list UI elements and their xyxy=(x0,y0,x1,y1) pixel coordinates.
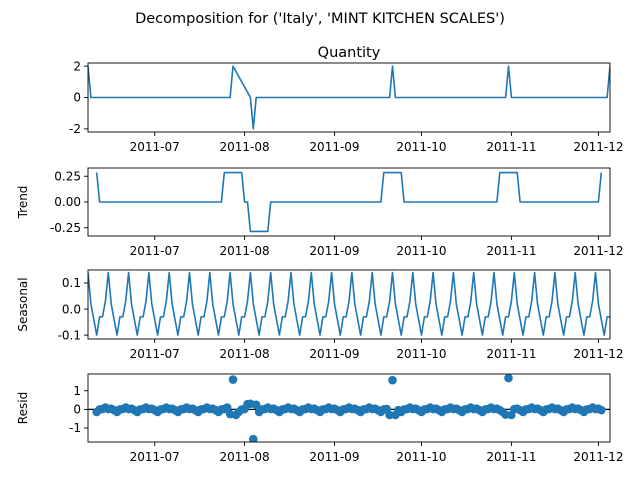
x-tick-label: 2011-08 xyxy=(220,347,270,361)
plot-area xyxy=(95,171,603,233)
panel-2: Trend 0.25 0.00 -0.25 2011-07 2011-08 2011-09 2… xyxy=(16,167,623,258)
panel-4: Resid 1 0 -1 2011-07 2011-08 2011-09 2011-10 201… xyxy=(16,373,623,464)
y-tick-label: -0.25 xyxy=(50,221,81,235)
panel-3: Seasonal 0.1 0.0 -0.1 2011-07 2011-08 2011-09 2… xyxy=(16,269,623,361)
resid-point xyxy=(388,375,397,385)
x-tick-label: 2011-09 xyxy=(309,140,359,154)
y-axis-label: Resid xyxy=(16,392,30,424)
x-tick-label: 2011-10 xyxy=(396,244,446,258)
series-line xyxy=(95,171,603,233)
y-tick-label: -1 xyxy=(69,421,81,435)
y-axis-label: Seasonal xyxy=(16,277,30,331)
y-tick-label: 1 xyxy=(73,384,81,398)
y-tick-label: 0 xyxy=(73,403,81,417)
y-tick-label: -2 xyxy=(69,122,81,136)
y-tick-label: 0.0 xyxy=(62,302,81,316)
x-tick-label: 2011-12 xyxy=(573,450,623,464)
resid-point xyxy=(504,374,513,383)
x-tick-label: 2011-12 xyxy=(573,347,623,361)
y-tick-label: 0.25 xyxy=(54,169,81,183)
x-tick-label: 2011-09 xyxy=(309,450,359,464)
axes-frame xyxy=(87,269,611,340)
x-tick-label: 2011-11 xyxy=(486,140,536,154)
plot-area xyxy=(88,374,610,442)
x-tick-label: 2011-11 xyxy=(486,450,536,464)
x-tick-label: 2011-10 xyxy=(396,347,446,361)
x-tick-label: 2011-12 xyxy=(573,140,623,154)
panel-title: Quantity xyxy=(318,45,381,61)
x-tick-label: 2011-10 xyxy=(396,450,446,464)
y-tick-label: 0.1 xyxy=(62,276,81,290)
resid-point xyxy=(249,434,258,442)
x-tick-label: 2011-11 xyxy=(486,347,536,361)
panel-1: Quantity 2 0 -2 2011-07 2011-08 2011-09 2011-10… xyxy=(69,45,623,154)
x-tick-label: 2011-07 xyxy=(130,347,180,361)
figure-suptitle: Decomposition for ('Italy', 'MINT KITCHE… xyxy=(135,11,505,27)
y-tick-label: -0.1 xyxy=(58,328,81,342)
x-tick-label: 2011-07 xyxy=(130,140,180,154)
x-tick-label: 2011-07 xyxy=(130,244,180,258)
plot-area xyxy=(88,271,610,336)
x-tick-label: 2011-12 xyxy=(573,244,623,258)
x-tick-label: 2011-09 xyxy=(309,347,359,361)
x-tick-label: 2011-11 xyxy=(486,244,536,258)
series-line xyxy=(88,65,610,130)
resid-point xyxy=(222,403,232,412)
series-line xyxy=(88,271,610,336)
x-tick-label: 2011-08 xyxy=(220,450,270,464)
resid-point xyxy=(228,375,238,384)
plot-area xyxy=(88,65,610,130)
x-tick-label: 2011-08 xyxy=(220,140,270,154)
y-axis-label: Trend xyxy=(16,186,30,220)
resid-point xyxy=(597,405,606,415)
y-tick-label: 0.00 xyxy=(54,195,81,209)
x-tick-label: 2011-10 xyxy=(396,140,446,154)
x-tick-label: 2011-07 xyxy=(130,450,180,464)
panels-group: Quantity 2 0 -2 2011-07 2011-08 2011-09 2011-10… xyxy=(16,45,623,464)
x-tick-label: 2011-09 xyxy=(309,244,359,258)
y-tick-label: 0 xyxy=(73,91,81,105)
resid-point xyxy=(251,400,261,410)
y-tick-label: 2 xyxy=(73,59,81,73)
axes-frame xyxy=(87,373,611,443)
x-tick-label: 2011-08 xyxy=(220,244,270,258)
